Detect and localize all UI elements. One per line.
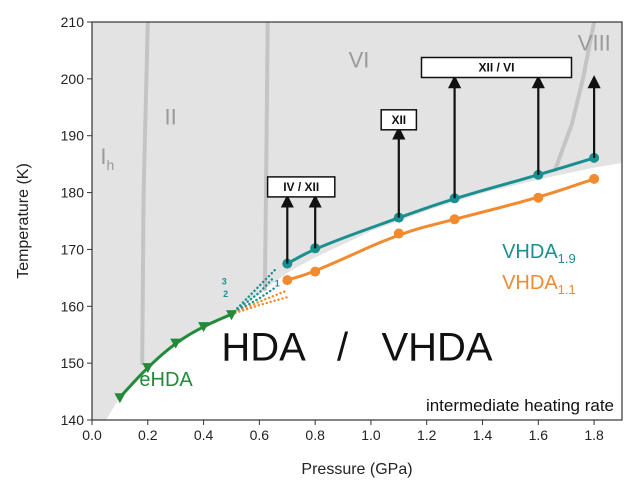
data-point <box>282 275 293 286</box>
dotted-line-3 <box>230 285 278 316</box>
x-axis-title: Pressure (GPa) <box>301 461 412 478</box>
x-axis: 0.0 0.2 0.4 0.6 0.8 1.0 1.2 1.4 1.6 1.8 <box>82 420 604 443</box>
y-tick-label: 160 <box>61 298 85 314</box>
product-phase-boxes: IV / XII XII XII / VI <box>266 56 573 198</box>
dotted-line-label-3: 3 <box>222 277 227 287</box>
series-label-1: VHDA1.1 <box>502 272 576 297</box>
phase-box-2 <box>380 109 418 131</box>
region-label: HDA / VHDA <box>221 325 492 369</box>
y-tick-label: 150 <box>61 355 85 371</box>
data-point <box>170 338 182 349</box>
phase-box-label-3: XII / VI <box>478 61 514 75</box>
phase-boundary-3 <box>553 22 597 172</box>
dotted-line-1 <box>230 267 278 316</box>
plot-frame <box>91 21 623 421</box>
x-tick-label: 0.4 <box>194 427 214 443</box>
transition-arrows <box>280 75 601 264</box>
series-label-subscript: 1.1 <box>558 282 576 297</box>
dotted-line-5 <box>230 296 289 316</box>
phase-box-3 <box>420 56 573 79</box>
x-tick-label: 1.8 <box>584 427 604 443</box>
x-tick-label: 1.0 <box>361 427 381 443</box>
series-label-subscript: 1.9 <box>558 251 576 266</box>
y-tick-label: 180 <box>61 185 85 201</box>
data-point <box>449 214 460 225</box>
data-point <box>589 173 600 184</box>
phase-boundary-1 <box>140 22 150 366</box>
data-point <box>142 363 154 374</box>
data-point <box>198 322 210 333</box>
dotted-line-2 <box>230 276 275 316</box>
phase-boundaries <box>140 22 597 366</box>
phase-stability-region <box>92 22 622 420</box>
x-tick-label: 0.0 <box>82 427 102 443</box>
x-tick-label: 1.6 <box>529 427 549 443</box>
y-tick-label: 210 <box>61 14 85 30</box>
series-0: VHDA1.9 <box>282 152 600 269</box>
series-line-1 <box>286 177 595 282</box>
phase-box-label-2: XII <box>391 113 406 127</box>
data-point <box>393 228 404 239</box>
phase-label-3: VIII <box>578 30 611 55</box>
heating-rate-note: intermediate heating rate <box>426 396 614 415</box>
series-line-0 <box>286 156 595 265</box>
phase-label-subscript: h <box>107 157 115 173</box>
dotted-transition-lines: 3 2 1 <box>222 267 289 316</box>
data-point <box>225 310 237 321</box>
y-tick-label: 170 <box>61 241 85 257</box>
phase-box-1 <box>266 176 336 198</box>
x-tick-label: 1.2 <box>417 427 437 443</box>
data-point <box>310 266 321 277</box>
data-point <box>533 192 544 203</box>
x-tick-label: 0.8 <box>305 427 325 443</box>
data-point <box>114 393 126 404</box>
y-axis: 140 150 160 170 180 190 200 210 <box>61 14 92 428</box>
x-tick-label: 0.2 <box>138 427 158 443</box>
y-tick-label: 190 <box>61 128 85 144</box>
phase-boundary-2 <box>262 22 270 292</box>
y-axis-title: Temperature (K) <box>15 163 32 279</box>
phase-label-2: VI <box>349 48 370 73</box>
phase-box-label-1: IV / XII <box>283 180 319 194</box>
y-tick-label: 200 <box>61 71 85 87</box>
y-tick-label: 140 <box>61 412 85 428</box>
x-tick-label: 0.6 <box>250 427 270 443</box>
series-2: eHDA <box>114 310 237 404</box>
series-label-0: VHDA1.9 <box>502 241 576 266</box>
phase-label-1: II <box>165 104 177 129</box>
dotted-line-label-2: 2 <box>223 289 228 299</box>
x-tick-label: 1.4 <box>473 427 493 443</box>
series-label-2: eHDA <box>139 369 193 391</box>
dotted-line-label-1: 1 <box>275 278 280 288</box>
